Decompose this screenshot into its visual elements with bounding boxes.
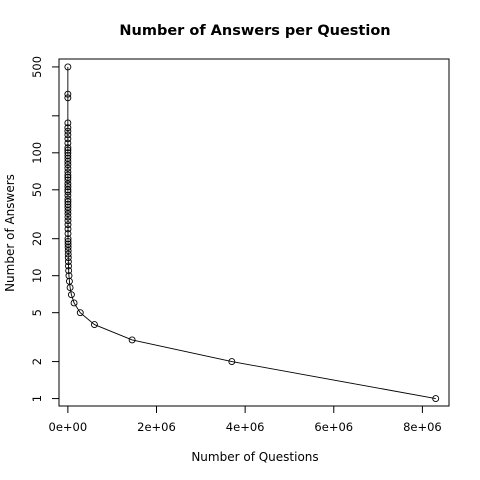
data-point [64, 217, 72, 225]
x-tick-label: 6e+06 [314, 420, 353, 434]
data-point [64, 225, 72, 233]
y-axis-label: Number of Answers [3, 174, 17, 292]
x-axis: 0e+00 2e+06 4e+06 6e+06 8e+06 [49, 405, 442, 434]
plot-frame [58, 58, 450, 407]
data-point [228, 358, 236, 366]
data-point [64, 195, 72, 203]
data-point [64, 152, 72, 160]
y-axis: 1 2 5 10 20 50 100 500 [30, 56, 60, 402]
data-point [65, 267, 73, 275]
data-point [64, 90, 72, 98]
data-point [64, 237, 72, 245]
y-tick-label: 5 [30, 309, 44, 316]
data-point [67, 291, 75, 299]
data-point [65, 262, 72, 270]
y-tick-label: 2 [30, 358, 44, 365]
data-point [64, 230, 72, 238]
data-point [90, 321, 98, 329]
data-point [64, 213, 72, 221]
data-point [65, 272, 73, 280]
data-point [64, 168, 72, 176]
data-point [70, 299, 78, 307]
data-point [64, 200, 72, 208]
data-point [64, 235, 72, 243]
x-tick-label: 0e+00 [49, 420, 88, 434]
data-point [64, 250, 72, 258]
series-line [67, 66, 436, 400]
data-point [64, 119, 72, 127]
data-point [64, 183, 72, 191]
data-point [64, 221, 72, 229]
data-point [64, 171, 72, 179]
data-point [64, 176, 72, 184]
data-point [76, 309, 84, 317]
data-point [64, 254, 72, 262]
data-point [64, 144, 72, 152]
chart-title: Number of Answers per Question [119, 23, 390, 39]
data-point [64, 139, 72, 147]
data-point [64, 146, 72, 154]
y-tick-label: 20 [30, 231, 44, 246]
y-tick-label: 50 [30, 182, 44, 197]
y-tick-label: 10 [30, 268, 44, 283]
y-tick-label: 1 [30, 395, 44, 402]
data-point [64, 135, 72, 143]
data-point [64, 188, 72, 196]
data-point [432, 395, 440, 403]
data-points [64, 63, 440, 403]
x-axis-label: Number of Questions [191, 450, 318, 464]
y-tick-label: 500 [30, 56, 44, 78]
data-point [128, 336, 136, 344]
data-point [64, 131, 72, 139]
x-tick-label: 4e+06 [226, 420, 265, 434]
x-tick-label: 2e+06 [137, 420, 176, 434]
x-tick-label: 8e+06 [403, 420, 442, 434]
data-point [64, 63, 72, 71]
y-tick-label: 100 [30, 142, 44, 164]
data-point [64, 149, 72, 157]
data-point [64, 164, 72, 172]
data-point [64, 258, 72, 266]
data-point [64, 94, 72, 102]
data-point [64, 127, 72, 135]
data-point [64, 124, 72, 132]
